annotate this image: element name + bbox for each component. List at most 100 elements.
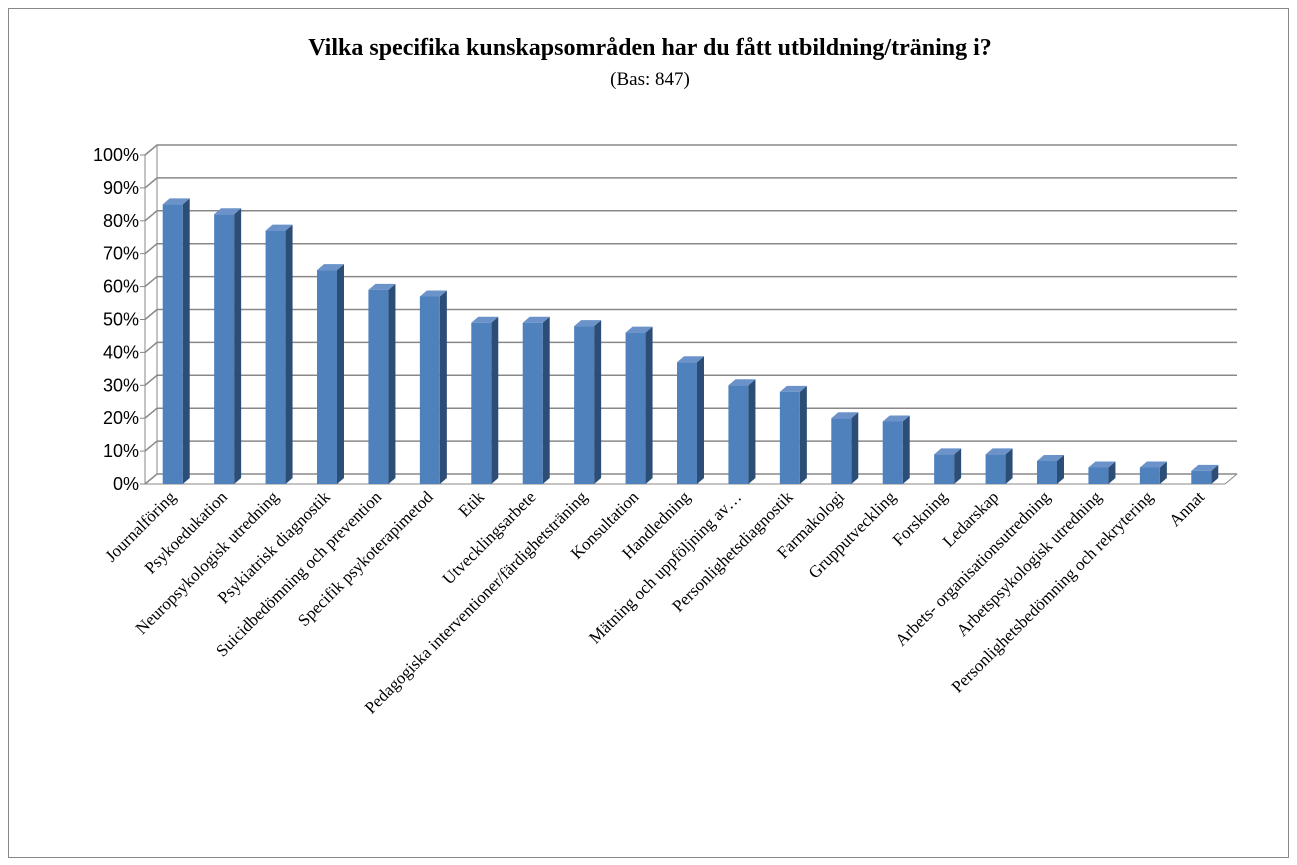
y-tick-label: 70%: [103, 244, 139, 264]
bar-side: [337, 264, 344, 484]
bar-top: [522, 316, 550, 323]
y-tick-label: 20%: [103, 408, 139, 428]
bar: [471, 316, 499, 484]
bar-top: [214, 208, 242, 215]
bar-front: [265, 230, 286, 484]
bar-side: [1057, 454, 1064, 484]
bar-side: [594, 320, 602, 484]
grid-line: [144, 242, 1237, 255]
bar: [265, 224, 293, 485]
bar-side: [799, 385, 807, 484]
bar-side: [748, 379, 756, 484]
bar: [522, 316, 550, 484]
bar-top: [882, 415, 910, 422]
bar-front: [625, 332, 646, 484]
y-tick-label: 90%: [103, 178, 139, 198]
grid-line: [144, 275, 1237, 288]
y-tick-label: 80%: [103, 211, 139, 231]
y-tick-label: 50%: [103, 310, 139, 330]
y-tick-label: 40%: [103, 342, 139, 362]
bar: [1037, 454, 1064, 484]
bar-front: [214, 214, 235, 484]
bar-front: [677, 362, 697, 484]
bar: [831, 412, 859, 484]
bar-top: [368, 283, 396, 290]
bar-side: [439, 290, 447, 484]
grid-line: [144, 440, 1237, 452]
grid-line: [144, 210, 1237, 222]
bar-front: [1191, 470, 1212, 484]
bar-front: [162, 204, 183, 484]
bar-top: [419, 290, 447, 297]
bar-front: [882, 421, 903, 484]
bar-side: [954, 448, 962, 484]
bar-front: [1139, 467, 1160, 484]
bar-front: [934, 454, 955, 484]
bar-side: [1108, 461, 1116, 484]
bar: [728, 379, 756, 484]
y-tick-label: 100%: [93, 145, 139, 165]
grid-line: [144, 374, 1237, 386]
bar: [677, 356, 704, 484]
grid-line: [144, 407, 1237, 419]
bar-side: [542, 316, 550, 484]
bar: [368, 283, 396, 484]
bar: [1088, 461, 1116, 484]
bar-top: [728, 379, 756, 386]
bar: [574, 320, 602, 484]
bar: [985, 448, 1013, 484]
bar-front: [1088, 467, 1109, 484]
bar-side: [1005, 448, 1013, 484]
bar-top: [1139, 461, 1167, 468]
bar: [1191, 464, 1219, 484]
axis: [1224, 473, 1238, 485]
bar-top: [625, 326, 653, 333]
y-tick-label: 30%: [103, 375, 139, 395]
grid-line: [144, 177, 1237, 189]
bar-front: [728, 385, 749, 484]
bar-front: [368, 289, 389, 484]
bar-top: [162, 198, 190, 205]
bar-top: [934, 448, 962, 455]
bar-top: [1037, 454, 1064, 461]
grid-line: [144, 308, 1237, 321]
bar-top: [1191, 464, 1219, 471]
bar-front: [471, 322, 492, 484]
bar-top: [574, 320, 602, 327]
bar-side: [1211, 464, 1219, 484]
bar-side: [851, 412, 859, 484]
bar-top: [471, 316, 499, 323]
bar-side: [491, 316, 499, 484]
bar: [779, 385, 807, 484]
grid-line: [144, 473, 1237, 485]
bar-front: [419, 296, 440, 484]
y-tick-label: 0%: [113, 474, 139, 494]
bar: [934, 448, 962, 484]
bar: [882, 415, 910, 484]
chart-title: Vilka specifika kunskapsområden har du f…: [308, 35, 992, 61]
bar-side: [388, 283, 396, 484]
bar-top: [985, 448, 1013, 455]
grid-line: [144, 341, 1237, 353]
bar-top: [779, 385, 807, 392]
y-tick-label: 10%: [103, 441, 139, 461]
bar-front: [1037, 460, 1057, 484]
bar-top: [317, 264, 344, 271]
bar-front: [985, 454, 1006, 484]
bar-top: [1088, 461, 1116, 468]
bar-side: [234, 208, 242, 484]
bar-front: [831, 418, 852, 484]
bar: [214, 208, 242, 484]
bar: [1139, 461, 1167, 484]
y-tick-label: 60%: [103, 277, 139, 297]
bar: [419, 290, 447, 484]
bar-top: [265, 224, 293, 231]
bar-top: [677, 356, 704, 363]
bar-front: [317, 270, 337, 484]
bar-side: [1159, 461, 1167, 484]
bar-side: [697, 356, 704, 484]
bar: [162, 198, 190, 484]
grid-line: [144, 144, 1237, 156]
chart-subtitle: (Bas: 847): [610, 69, 690, 90]
